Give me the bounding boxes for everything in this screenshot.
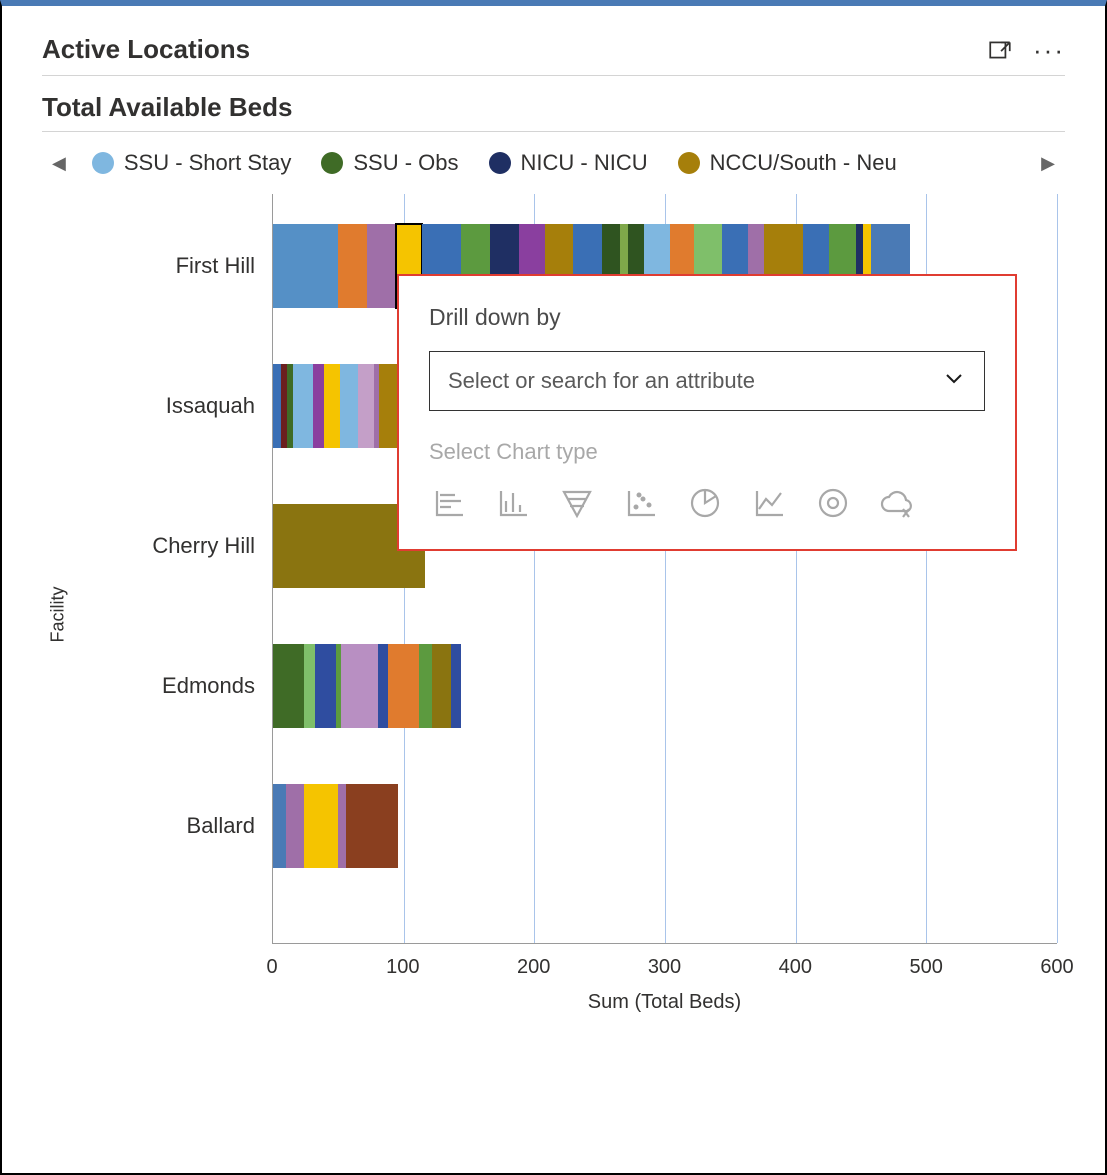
legend-item[interactable]: SSU - Obs [321, 150, 458, 176]
x-tick-label: 300 [648, 956, 681, 979]
dashboard-frame: Active Locations ··· Total Available Bed… [0, 0, 1107, 1175]
chart-type-row [429, 483, 985, 523]
legend-swatch [678, 152, 700, 174]
bar-segment[interactable] [358, 364, 374, 448]
bar-segment[interactable] [378, 644, 388, 728]
category-label: Issaquah [166, 393, 273, 419]
popup-title: Drill down by [429, 304, 985, 331]
bar-segment[interactable] [286, 784, 304, 868]
chart-type-funnel-icon[interactable] [557, 483, 597, 523]
chevron-down-icon [942, 366, 966, 396]
chart-title: Total Available Beds [42, 92, 1065, 132]
bar-segment[interactable] [461, 644, 500, 728]
bar-segment[interactable] [273, 224, 338, 308]
bar-segment[interactable] [338, 224, 367, 308]
x-axis-label: Sum (Total Beds) [272, 991, 1057, 1014]
more-options-icon[interactable]: ··· [1033, 37, 1065, 63]
gridline [1057, 194, 1058, 943]
chart-type-donut-icon[interactable] [813, 483, 853, 523]
bar-segment[interactable] [338, 784, 346, 868]
chart-type-pie-icon[interactable] [685, 483, 725, 523]
x-tick-label: 100 [386, 956, 419, 979]
legend-scroll-left-icon[interactable]: ◀ [48, 153, 70, 174]
bar-segment[interactable] [419, 644, 432, 728]
y-axis-label: Facility [48, 586, 69, 642]
legend-label: SSU - Obs [353, 150, 458, 176]
bar-row[interactable]: Ballard [273, 784, 398, 868]
bar-segment[interactable] [273, 784, 286, 868]
bar-segment[interactable] [432, 644, 450, 728]
x-tick-label: 600 [1040, 956, 1073, 979]
legend-label: SSU - Short Stay [124, 150, 292, 176]
bar-segment[interactable] [341, 644, 378, 728]
bar-segment[interactable] [273, 364, 281, 448]
chart-type-line-icon[interactable] [749, 483, 789, 523]
x-tick-label: 0 [266, 956, 277, 979]
card-header: Active Locations ··· [42, 34, 1065, 76]
bar-segment[interactable] [315, 644, 336, 728]
category-label: Ballard [187, 813, 273, 839]
bar-segment[interactable] [324, 364, 340, 448]
legend-item[interactable]: NCCU/South - Neu [678, 150, 897, 176]
category-label: First Hill [176, 253, 273, 279]
category-label: Cherry Hill [152, 533, 273, 559]
bar-segment[interactable] [367, 224, 396, 308]
chart-type-bar-horizontal-icon[interactable] [429, 483, 469, 523]
focus-mode-icon[interactable] [987, 37, 1013, 63]
chart-area: Facility First HillIssaquahCherry HillEd… [72, 194, 1065, 1014]
legend-label: NICU - NICU [521, 150, 648, 176]
bar-segment[interactable] [293, 364, 314, 448]
header-actions: ··· [987, 37, 1065, 63]
legend: ◀ SSU - Short Stay SSU - Obs NICU - NICU NC… [42, 150, 1065, 194]
drill-down-popup: Drill down by Select or search for an at… [397, 274, 1017, 551]
bar-segment[interactable] [313, 364, 323, 448]
bar-segment[interactable] [388, 644, 419, 728]
bar-segment[interactable] [451, 644, 461, 728]
legend-swatch [489, 152, 511, 174]
chart-type-label: Select Chart type [429, 439, 985, 465]
bar-segment[interactable] [273, 644, 304, 728]
bar-segment[interactable] [340, 364, 358, 448]
chart-type-scatter-icon[interactable] [621, 483, 661, 523]
category-label: Edmonds [162, 673, 273, 699]
bar-segment[interactable] [304, 644, 314, 728]
bar-segment[interactable] [346, 784, 398, 868]
legend-swatch [92, 152, 114, 174]
chart-card: Active Locations ··· Total Available Bed… [2, 6, 1105, 1173]
chart-type-cloud-icon[interactable] [877, 483, 917, 523]
x-tick-label: 500 [909, 956, 942, 979]
bar-segment[interactable] [304, 784, 338, 868]
legend-swatch [321, 152, 343, 174]
legend-item[interactable]: NICU - NICU [489, 150, 648, 176]
x-axis-ticks: 0100200300400500600 [272, 956, 1057, 980]
legend-scroll-right-icon[interactable]: ▶ [1037, 153, 1059, 174]
legend-item[interactable]: SSU - Short Stay [92, 150, 292, 176]
chart-type-bar-vertical-icon[interactable] [493, 483, 533, 523]
x-tick-label: 200 [517, 956, 550, 979]
card-title: Active Locations [42, 34, 250, 65]
attribute-select[interactable]: Select or search for an attribute [429, 351, 985, 411]
attribute-select-placeholder: Select or search for an attribute [448, 368, 755, 394]
legend-label: NCCU/South - Neu [710, 150, 897, 176]
x-tick-label: 400 [779, 956, 812, 979]
bar-row[interactable]: Edmonds [273, 644, 500, 728]
